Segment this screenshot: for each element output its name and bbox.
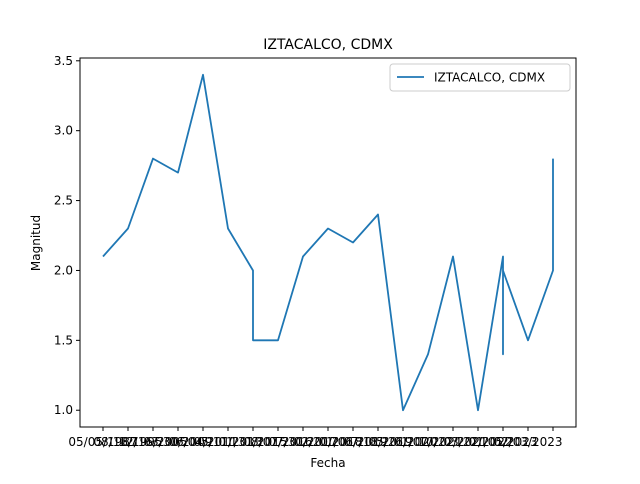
x-tick-label: 05/11/2013	[193, 435, 262, 449]
legend-box	[389, 63, 571, 92]
legend: IZTACALCO, CDMX	[389, 63, 571, 92]
x-axis-label: Fecha	[310, 456, 345, 470]
x-tick-label: 07/18/2019	[343, 435, 412, 449]
chart-title: IZTACALCO, CDMX	[263, 37, 393, 53]
x-tick-label: 08/18/1995	[93, 435, 162, 449]
x-tick-label: 12/16/2005	[118, 435, 187, 449]
legend-label-iztacalco: IZTACALCO, CDMX	[434, 71, 545, 85]
x-tick-label: 02/20/2018	[293, 435, 362, 449]
y-tick-label: 3.0	[54, 124, 73, 138]
series-line-iztacalco	[102, 73, 554, 412]
x-tick-label: 01/06/2019	[318, 435, 387, 449]
x-tick-label: 03/30/2009	[143, 435, 212, 449]
x-tick-label: 05/05/1987	[68, 435, 137, 449]
x-tick-label: 08/07/2016	[243, 435, 312, 449]
x-tick-label: 03/22/2022	[443, 435, 512, 449]
y-tick-label: 1.5	[54, 333, 73, 347]
x-tick-label: 10/22/2021	[418, 435, 487, 449]
x-tick-label: 05/26/2020	[368, 435, 437, 449]
x-tick-label: 07/30/2017	[268, 435, 337, 449]
x-tick-label: 02/03/2023	[493, 435, 562, 449]
x-tick-label: 06/04/2011	[168, 435, 237, 449]
plot-area-frame	[79, 57, 577, 428]
y-tick-label: 1.0	[54, 403, 73, 417]
x-tick-label: 01/31/2015	[218, 435, 287, 449]
x-tick-label: 01/05/2023	[468, 435, 537, 449]
y-axis-label: Magnitud	[29, 215, 43, 271]
y-tick-label: 3.5	[54, 54, 73, 68]
x-tick-label: 01/07/2021	[393, 435, 462, 449]
y-tick-label: 2.0	[54, 263, 73, 277]
y-tick-label: 2.5	[54, 194, 73, 208]
